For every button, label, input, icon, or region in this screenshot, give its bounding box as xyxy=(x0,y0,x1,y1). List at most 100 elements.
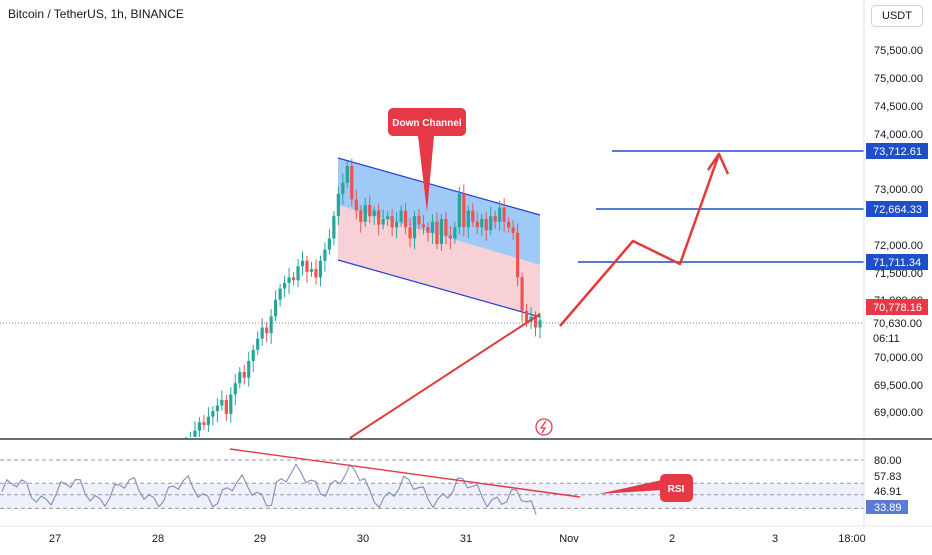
candle[interactable] xyxy=(296,259,300,288)
candle[interactable] xyxy=(336,186,340,226)
candle[interactable] xyxy=(363,197,367,227)
candle[interactable] xyxy=(502,198,506,233)
candle[interactable] xyxy=(498,200,502,231)
candle[interactable] xyxy=(206,407,211,432)
candle[interactable] xyxy=(515,223,520,287)
candle[interactable] xyxy=(511,220,515,240)
candle[interactable] xyxy=(345,161,349,188)
candle[interactable] xyxy=(462,184,466,237)
candle[interactable] xyxy=(332,211,336,246)
candle[interactable] xyxy=(309,261,314,277)
candle[interactable] xyxy=(265,322,269,343)
candle[interactable] xyxy=(224,394,228,421)
price-axis-panel[interactable] xyxy=(864,0,932,550)
candle[interactable] xyxy=(354,189,358,220)
candle[interactable] xyxy=(215,398,219,422)
support-trendline[interactable] xyxy=(349,313,541,439)
candle[interactable] xyxy=(484,211,488,241)
candle-body xyxy=(274,299,278,317)
candle[interactable] xyxy=(444,211,448,245)
flash-icon[interactable] xyxy=(535,418,553,436)
candle[interactable] xyxy=(480,213,484,237)
candle[interactable] xyxy=(233,373,237,406)
candle[interactable] xyxy=(457,186,461,235)
candle[interactable] xyxy=(278,283,282,307)
candle[interactable] xyxy=(323,242,327,272)
candle[interactable] xyxy=(390,208,394,237)
candle[interactable] xyxy=(421,215,426,235)
candle[interactable] xyxy=(471,203,475,227)
candle[interactable] xyxy=(466,205,470,239)
candle[interactable] xyxy=(435,212,439,250)
candle[interactable] xyxy=(403,203,408,235)
candle-body xyxy=(493,216,497,222)
candle[interactable] xyxy=(269,309,273,344)
candle[interactable] xyxy=(368,195,372,224)
rsi-line[interactable] xyxy=(1,463,537,515)
candle-body xyxy=(453,227,457,239)
candle[interactable] xyxy=(386,211,390,226)
candle[interactable] xyxy=(341,173,345,205)
candle[interactable] xyxy=(238,367,242,389)
candle[interactable] xyxy=(408,217,412,248)
current-price-tag-bg xyxy=(866,315,928,345)
candle[interactable] xyxy=(291,272,296,286)
candle[interactable] xyxy=(242,364,246,385)
candle[interactable] xyxy=(372,205,376,226)
forecast-arrow-head[interactable] xyxy=(706,152,730,175)
candle[interactable] xyxy=(300,251,305,276)
candle[interactable] xyxy=(417,208,421,230)
candle[interactable] xyxy=(453,222,457,244)
candle[interactable] xyxy=(538,313,542,339)
candle[interactable] xyxy=(305,255,309,283)
candle[interactable] xyxy=(314,259,318,285)
candle[interactable] xyxy=(493,211,497,229)
candle[interactable] xyxy=(197,417,202,437)
candle-body xyxy=(251,349,255,361)
candle-body xyxy=(435,221,439,244)
candle[interactable] xyxy=(520,272,524,322)
candle[interactable] xyxy=(507,216,511,233)
candle[interactable] xyxy=(475,212,479,235)
candle[interactable] xyxy=(430,214,435,244)
candle[interactable] xyxy=(412,211,417,250)
forecast-path[interactable] xyxy=(559,156,720,327)
candle[interactable] xyxy=(489,206,493,236)
candle[interactable] xyxy=(359,205,363,233)
candle[interactable] xyxy=(448,226,452,250)
price-tick-label: 69,500.00 xyxy=(874,380,923,392)
channel-lower-line[interactable] xyxy=(337,259,541,318)
candle[interactable] xyxy=(251,344,255,372)
candle[interactable] xyxy=(211,406,215,426)
currency-button[interactable]: USDT xyxy=(871,5,923,27)
candle[interactable] xyxy=(202,414,206,431)
candle-body xyxy=(233,383,237,395)
rsi-callout[interactable]: RSI xyxy=(598,474,693,502)
candle[interactable] xyxy=(287,267,291,294)
candle[interactable] xyxy=(533,311,538,337)
candle[interactable] xyxy=(193,421,197,437)
candle[interactable] xyxy=(220,390,224,411)
candle[interactable] xyxy=(260,318,264,346)
candle[interactable] xyxy=(229,387,233,423)
candle[interactable] xyxy=(274,290,278,322)
candle[interactable] xyxy=(439,213,444,251)
down-channel-callout[interactable]: Down Channel xyxy=(388,108,466,212)
candle[interactable] xyxy=(377,203,381,236)
candle[interactable] xyxy=(318,255,323,287)
candle[interactable] xyxy=(381,209,385,230)
candle[interactable] xyxy=(350,158,354,207)
candle[interactable] xyxy=(327,228,331,255)
candle[interactable] xyxy=(399,205,403,227)
candle[interactable] xyxy=(426,222,430,242)
channel-upper-line[interactable] xyxy=(337,157,541,216)
candle-body xyxy=(350,166,354,200)
candle[interactable] xyxy=(395,212,399,239)
candle[interactable] xyxy=(247,351,251,387)
rsi-divergence-line[interactable] xyxy=(229,448,581,498)
candle-body xyxy=(538,320,542,328)
candle[interactable] xyxy=(282,275,287,298)
candle[interactable] xyxy=(256,331,260,355)
